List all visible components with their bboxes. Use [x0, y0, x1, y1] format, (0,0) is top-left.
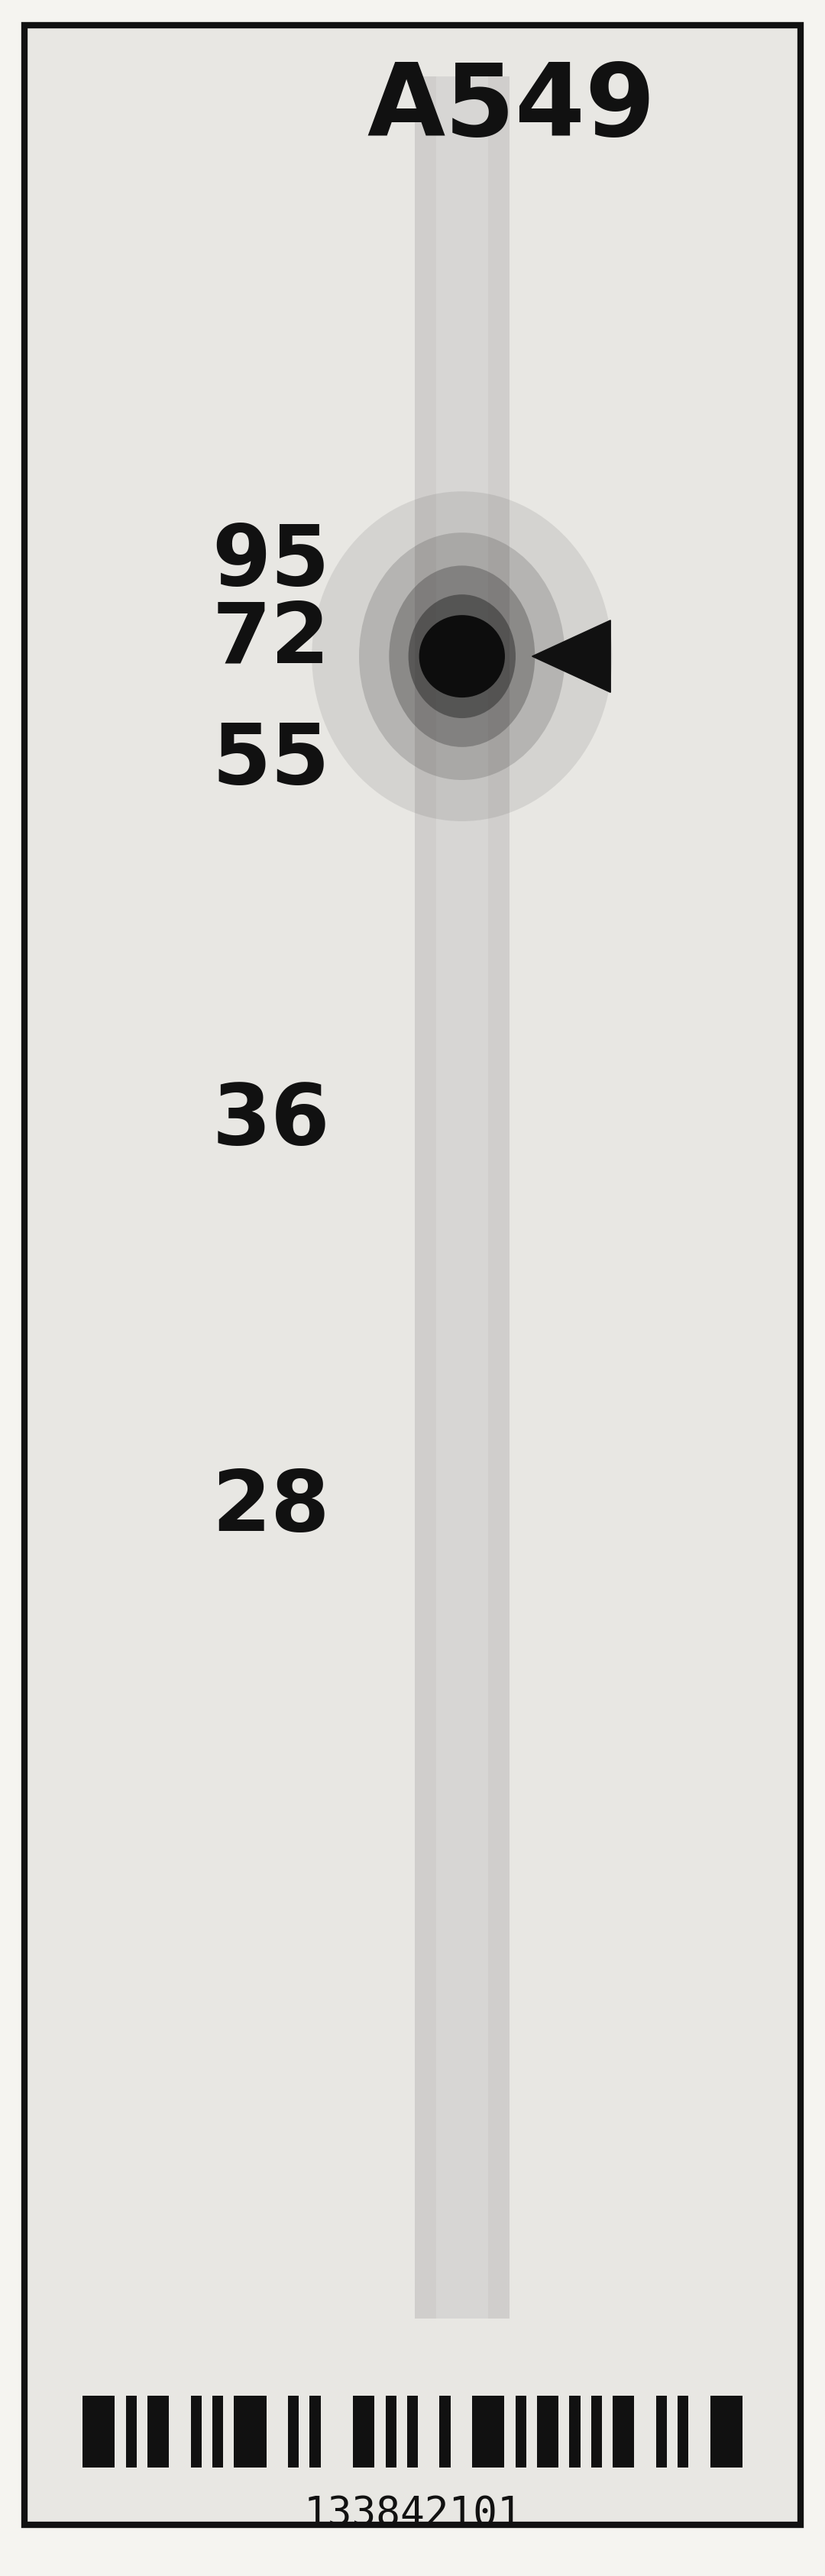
Polygon shape	[532, 621, 610, 693]
Bar	[353, 2396, 375, 2468]
Bar	[288, 2396, 299, 2468]
Bar	[212, 2396, 223, 2468]
Ellipse shape	[419, 616, 505, 698]
Ellipse shape	[389, 567, 535, 747]
Bar	[385, 2396, 396, 2468]
Bar	[125, 2396, 137, 2468]
Text: 72: 72	[212, 598, 330, 680]
Bar	[148, 2396, 169, 2468]
Text: 133842101: 133842101	[304, 2494, 521, 2532]
Bar	[656, 2396, 667, 2468]
Text: A549: A549	[367, 59, 656, 157]
Text: 95: 95	[212, 520, 330, 603]
Ellipse shape	[408, 595, 516, 719]
Text: 36: 36	[212, 1079, 330, 1162]
Bar	[537, 2396, 559, 2468]
Bar	[436, 77, 488, 2318]
Bar	[710, 2396, 742, 2468]
Bar	[415, 77, 510, 2318]
Bar	[591, 2396, 602, 2468]
Text: 28: 28	[212, 1466, 330, 1548]
Bar	[516, 2396, 526, 2468]
Bar	[191, 2396, 201, 2468]
Bar	[677, 2396, 688, 2468]
Ellipse shape	[359, 533, 565, 781]
Bar	[234, 2396, 266, 2468]
Bar	[309, 2396, 321, 2468]
Bar	[613, 2396, 634, 2468]
Bar	[82, 2396, 115, 2468]
Bar	[472, 2396, 504, 2468]
Bar	[440, 2396, 450, 2468]
Bar	[407, 2396, 418, 2468]
Text: 55: 55	[212, 719, 330, 801]
Ellipse shape	[312, 492, 612, 822]
Bar	[569, 2396, 580, 2468]
